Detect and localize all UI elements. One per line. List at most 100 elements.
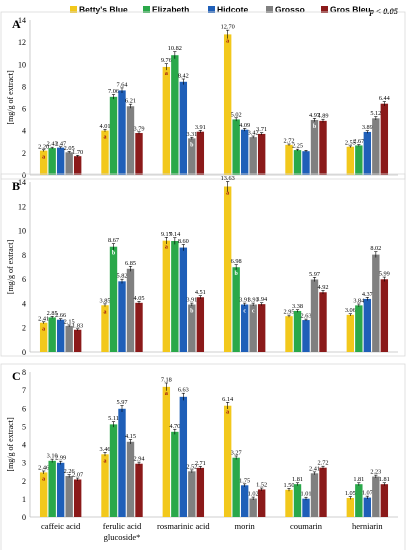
panel-frame (0, 11, 406, 180)
significance-letter: a (42, 155, 45, 161)
y-axis-label: [mg/g of extract] (6, 70, 15, 125)
data-label: 8.02 (370, 245, 381, 252)
data-label: 4.05 (133, 295, 144, 302)
bar (232, 267, 240, 352)
bar (285, 316, 293, 352)
significance-letter: a (42, 327, 45, 333)
data-label: 2.23 (370, 469, 381, 476)
bar (372, 118, 380, 175)
data-label: 9.76 (161, 57, 172, 64)
panel-c: C 0 1 2 3 4 5 6 7 8 [mg/g of extract] 2.46 a 3.102.99… (0, 363, 406, 550)
bar (188, 471, 196, 517)
bar (101, 305, 109, 352)
data-label: 1.05 (345, 490, 356, 497)
bar (126, 106, 135, 175)
y-tick-label: 0 (22, 171, 26, 180)
data-label: 3.91 (248, 297, 259, 304)
bar (249, 137, 257, 175)
bar (223, 405, 232, 517)
bar (232, 119, 240, 175)
y-tick-label: 6 (22, 404, 26, 413)
bar (372, 254, 380, 352)
data-label: 6.14 (222, 396, 234, 403)
data-label: 8.60 (178, 238, 189, 245)
bar (196, 467, 205, 517)
data-label: 2.47 (55, 140, 66, 147)
bar (302, 320, 310, 352)
bar (355, 145, 363, 175)
data-label: 3.85 (99, 297, 110, 304)
data-label: 2.07 (72, 472, 83, 479)
x-category-label: caffeic acid (41, 521, 81, 531)
y-tick-label: 6 (22, 275, 26, 284)
y-tick-label: 14 (18, 178, 26, 187)
bar (65, 476, 73, 517)
significance-letter: a (226, 410, 229, 416)
data-label: 2.41 (309, 465, 320, 472)
data-label: 10.82 (168, 45, 182, 52)
data-label: 3.06 (345, 307, 356, 314)
data-label: 2.99 (55, 455, 66, 462)
panel-frame (0, 173, 406, 357)
data-label: 2.66 (55, 312, 66, 319)
significance-letter: b (190, 142, 194, 148)
data-label: 7.18 (161, 376, 172, 383)
data-label: 6.63 (178, 387, 189, 394)
data-label: 2.52 (186, 463, 197, 470)
bar (293, 150, 302, 175)
panel-label: B (12, 179, 20, 193)
bar (126, 441, 135, 517)
y-tick-label: 3 (22, 459, 26, 468)
bar (162, 386, 171, 517)
bar (232, 457, 240, 517)
y-tick-label: 0 (22, 348, 26, 357)
significance-letter: a (104, 458, 107, 464)
bar (56, 319, 65, 352)
x-category-label: herniarin (352, 521, 383, 531)
significance-label: p < 0.05 (369, 6, 399, 16)
data-label: 3.38 (292, 303, 303, 310)
legend-swatch (321, 6, 328, 13)
bar (48, 317, 56, 352)
data-label: 5.11 (108, 415, 119, 422)
x-category-label: morin (235, 521, 256, 531)
bar (257, 489, 266, 517)
bar (302, 498, 310, 517)
data-label: 13.63 (221, 175, 235, 182)
bar (188, 304, 196, 352)
bar (346, 314, 355, 352)
bar (302, 151, 310, 175)
significance-letter: a (165, 71, 168, 77)
data-label: 2.72 (283, 137, 294, 144)
data-label: 1.81 (292, 476, 303, 483)
significance-letter: b (234, 271, 238, 277)
data-label: 3.31 (186, 131, 197, 138)
data-label: 1.81 (379, 476, 390, 483)
bar (179, 247, 188, 352)
y-tick-label: 8 (22, 251, 26, 260)
data-label: 3.94 (256, 296, 268, 303)
bar (162, 240, 171, 352)
data-label: 1.81 (353, 476, 364, 483)
bar (56, 147, 65, 175)
legend-swatch (70, 6, 77, 13)
data-label: 2.95 (283, 309, 294, 316)
data-label: 3.91 (195, 124, 206, 131)
data-label: 4.92 (317, 284, 328, 291)
data-label: 3.84 (353, 297, 365, 304)
bar (171, 431, 179, 517)
bar (196, 131, 205, 175)
data-label: 2.25 (292, 143, 303, 150)
data-label: 3.42 (248, 129, 259, 136)
significance-letter: b (190, 309, 194, 315)
significance-letter: a (104, 309, 107, 315)
x-category-label: rosmarinic acid (157, 521, 210, 531)
data-label: 3.46 (99, 446, 110, 453)
x-category-label: coumarin (290, 521, 323, 531)
bar (372, 476, 380, 517)
data-label: 4.89 (317, 113, 328, 120)
bar (310, 473, 319, 517)
significance-letter: a (165, 391, 168, 397)
data-label: 6.85 (125, 260, 136, 267)
